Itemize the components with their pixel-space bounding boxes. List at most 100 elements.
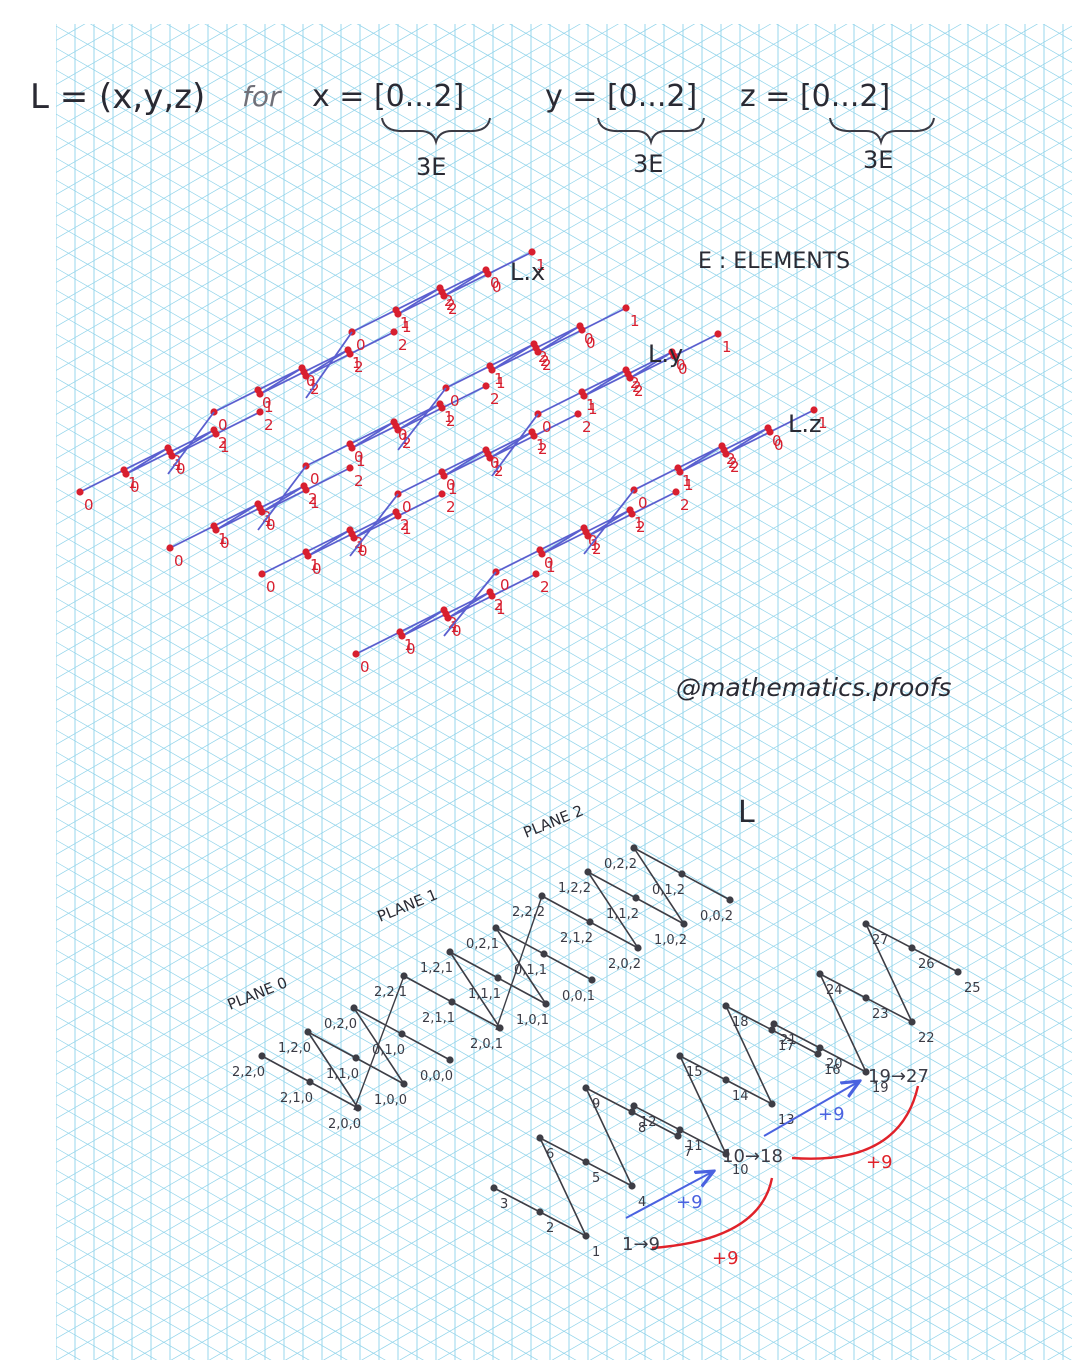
label-lz: L.z xyxy=(788,410,822,438)
grid-line xyxy=(55,179,1073,767)
index-number: 2 xyxy=(546,1221,554,1236)
arrow-label-b: 10→18 xyxy=(722,1146,783,1167)
grid-line xyxy=(55,0,623,327)
component-digit: 1 xyxy=(634,514,644,532)
grid-line xyxy=(55,69,1073,657)
index-plane-2-node xyxy=(862,1068,870,1076)
component-digit: 1 xyxy=(682,472,692,490)
component-digit: 0 xyxy=(542,418,552,436)
top-margin xyxy=(0,0,1087,24)
grid-line xyxy=(55,3,1073,591)
component-digit: 1 xyxy=(404,636,414,654)
component-digit: 0 xyxy=(638,494,648,512)
component-block-node xyxy=(352,650,360,658)
index-number: 27 xyxy=(872,933,889,948)
component-digit: 0 xyxy=(446,476,456,494)
lattice-tuple-label: 0,1,1 xyxy=(514,963,547,978)
index-plane-0-node xyxy=(628,1108,636,1116)
component-block-node xyxy=(670,352,678,360)
component-digit: 1 xyxy=(400,314,410,332)
index-number: 13 xyxy=(778,1113,795,1128)
component-block-node xyxy=(350,534,358,542)
grid-line xyxy=(55,685,1073,1273)
grid-line xyxy=(55,0,851,459)
lattice-tuple-label: 1,0,0 xyxy=(374,1093,407,1108)
component-digit: 2 xyxy=(634,382,644,400)
component-block-node xyxy=(714,330,722,338)
component-digit: 1 xyxy=(818,414,828,432)
grid-line xyxy=(55,1213,310,1360)
label-ly: L.y xyxy=(648,340,683,368)
grid-line xyxy=(55,201,1073,789)
lattice-plane-1-node xyxy=(494,974,502,982)
grid-line xyxy=(55,0,470,239)
index-plane-0-node xyxy=(582,1158,590,1166)
lattice-diagram: 0,2,0 0,1,0 0,0,0 1,2,0 1,1,0 1,0,0 2,2,0 2,1,0… xyxy=(232,844,734,1132)
lattice-plane-0-return xyxy=(307,1031,359,1109)
component-digit: 2 xyxy=(400,516,410,534)
component-digit: 0 xyxy=(452,622,462,640)
lattice-plane-0-return xyxy=(353,1007,405,1085)
component-digit: 1 xyxy=(310,494,320,512)
index-plane-1-return xyxy=(725,1005,773,1105)
lattice-tuple-label: 0,2,0 xyxy=(324,1017,357,1032)
component-digit: 2 xyxy=(446,296,456,314)
component-digit: 0 xyxy=(584,330,594,348)
component-digit: 1 xyxy=(536,256,546,274)
component-digit: 2 xyxy=(218,434,228,452)
grid-line xyxy=(132,817,1073,1360)
index-plane-0-return xyxy=(539,1137,587,1237)
component-digit: 2 xyxy=(728,454,738,472)
component-digit: 2 xyxy=(448,300,458,318)
component-digit: 0 xyxy=(402,498,412,516)
lattice-tuple-label: 1,1,1 xyxy=(468,987,501,1002)
lattice-tuple-label: 2,2,0 xyxy=(232,1065,265,1080)
component-block-node xyxy=(622,304,630,312)
index-number: 21 xyxy=(780,1033,797,1048)
component-digit: 0 xyxy=(354,448,364,466)
grid-line xyxy=(55,333,1073,921)
lattice-tuple-label: 2,0,1 xyxy=(470,1037,503,1052)
component-block-node xyxy=(486,454,494,462)
index-number: 22 xyxy=(918,1031,935,1046)
component-digit: 2 xyxy=(630,374,640,392)
z-range: z = [0...2] xyxy=(740,79,890,114)
index-plane-1-node xyxy=(676,1052,684,1060)
lattice-plane-1-node xyxy=(588,976,596,984)
component-digit: 0 xyxy=(678,360,688,378)
component-digit: 2 xyxy=(398,336,408,354)
grid-line xyxy=(475,1015,1073,1360)
grid-line xyxy=(55,619,1073,1207)
component-digit: 1 xyxy=(630,312,640,330)
component-digit: 1 xyxy=(402,318,412,336)
lattice-tuple-label: 1,2,1 xyxy=(420,961,453,976)
component-digit: 1 xyxy=(400,430,410,448)
index-number: 6 xyxy=(546,1147,554,1162)
grid-line xyxy=(94,795,1073,1360)
grid-line xyxy=(55,0,775,415)
plus9-red-b: +9 xyxy=(866,1152,893,1173)
lattice-tuple-label: 1,1,2 xyxy=(606,907,639,922)
grid-line xyxy=(55,553,1073,1141)
grid-line xyxy=(810,0,1073,151)
brace-y xyxy=(597,117,705,146)
component-digit: 1 xyxy=(448,480,458,498)
grid-line xyxy=(55,575,1073,1163)
lattice-tuple-label: 1,1,0 xyxy=(326,1067,359,1082)
component-link xyxy=(397,387,447,451)
component-digit: 0 xyxy=(586,334,596,352)
credit-handle: @mathematics.proofs xyxy=(676,673,951,702)
component-digit: 1 xyxy=(356,452,366,470)
plane-1-label: PLANE 1 xyxy=(375,885,440,925)
x-range: x = [0...2] xyxy=(312,79,464,114)
component-digit: 2 xyxy=(540,578,550,596)
component-block-node xyxy=(212,526,220,534)
index-plane-2-node xyxy=(816,970,824,978)
lattice-plane-2-node xyxy=(630,844,638,852)
component-digit: 2 xyxy=(448,614,458,632)
grid-line xyxy=(55,113,1073,701)
component-digit: 0 xyxy=(84,496,94,514)
index-plane-0-node xyxy=(582,1084,590,1092)
component-digit: 1 xyxy=(450,618,460,636)
component-digit: 2 xyxy=(308,490,318,508)
